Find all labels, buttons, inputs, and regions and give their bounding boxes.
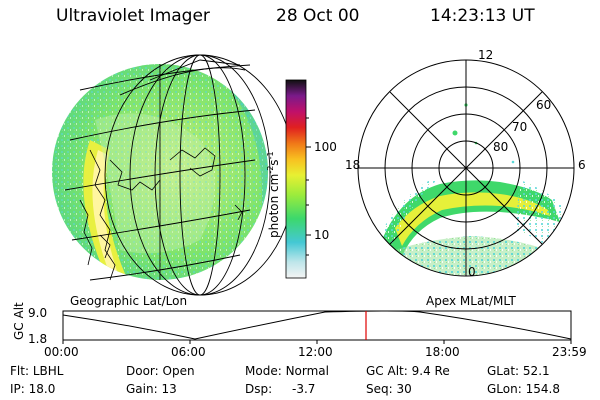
- mlt-12-label: 12: [478, 48, 494, 62]
- right-panel-caption: Apex MLat/MLT: [426, 294, 516, 308]
- mlat-70-label: 70: [512, 120, 528, 134]
- mlt-6-label: 6: [578, 158, 586, 172]
- status-dsp: Dsp: -3.7: [245, 382, 316, 396]
- status-flt: Flt: LBHL: [10, 364, 64, 378]
- mlt-18-label: 18: [345, 158, 361, 172]
- colorbar-tick-100: 100: [314, 140, 337, 154]
- strip-xtick-0000: 00:00: [44, 345, 79, 359]
- strip-ymin-label: 1.8: [28, 332, 48, 346]
- header-date: 28 Oct 00: [276, 6, 360, 26]
- strip-xtick-2359: 23:59: [552, 345, 587, 359]
- status-seq: Seq: 30: [366, 382, 412, 396]
- geographic-image: [52, 54, 296, 296]
- strip-xtick-0600: 06:00: [171, 345, 206, 359]
- colorbar: [285, 79, 311, 279]
- instrument-title: Ultraviolet Imager: [56, 6, 210, 26]
- altitude-strip: [62, 310, 572, 344]
- mlt-0-label: 0: [468, 265, 476, 279]
- strip-ymax-label: 9.0: [28, 306, 48, 320]
- strip-xtick-1200: 12:00: [298, 345, 333, 359]
- strip-axis-label: GC Alt: [12, 302, 26, 340]
- colorbar-tick-10: 10: [314, 228, 330, 242]
- left-panel-caption: Geographic Lat/Lon: [70, 294, 188, 308]
- strip-xtick-1800: 18:00: [425, 345, 460, 359]
- status-mode: Mode: Normal: [245, 364, 329, 378]
- status-glon: GLon: 154.8: [487, 382, 560, 396]
- polar-plot: [357, 59, 575, 277]
- status-gcalt: GC Alt: 9.4 Re: [366, 364, 450, 378]
- header-time: 14:23:13 UT: [430, 6, 535, 26]
- status-gain: Gain: 13: [126, 382, 177, 396]
- status-ip: IP: 18.0: [10, 382, 56, 396]
- colorbar-unit-label: photon cm-2s-1: [266, 151, 281, 238]
- status-door: Door: Open: [126, 364, 195, 378]
- status-glat: GLat: 52.1: [487, 364, 550, 378]
- mlat-80-label: 80: [493, 140, 509, 154]
- mlat-60-label: 60: [536, 98, 552, 112]
